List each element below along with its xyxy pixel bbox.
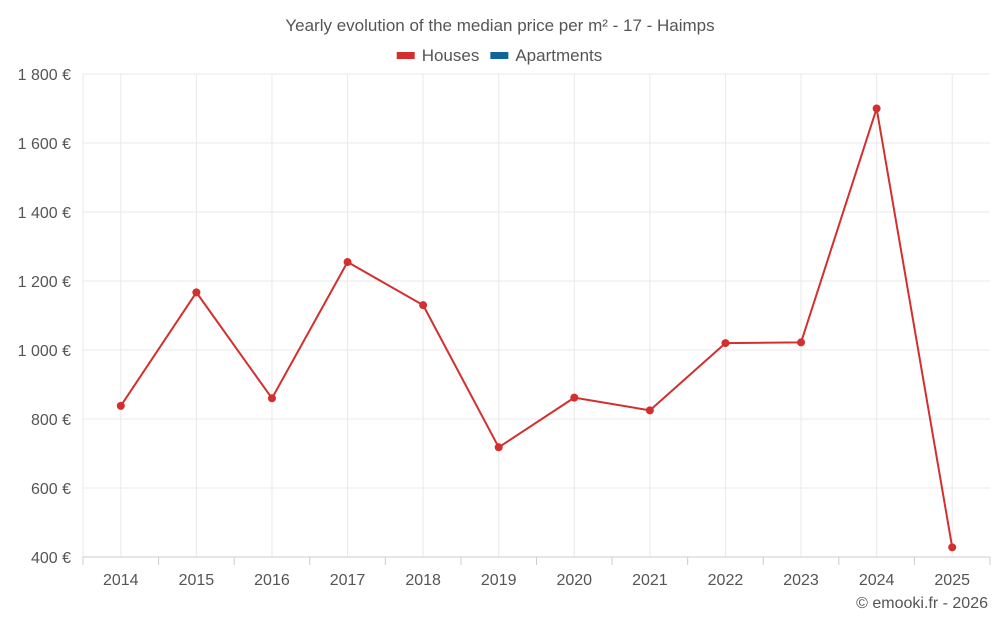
data-point-houses xyxy=(797,338,806,347)
x-tick-label: 2020 xyxy=(556,572,592,589)
x-tick-label: 2022 xyxy=(708,572,744,589)
y-tick-label: 1 000 € xyxy=(18,343,71,360)
y-tick-label: 1 200 € xyxy=(18,274,71,291)
y-tick-label: 400 € xyxy=(31,550,71,567)
data-point-houses xyxy=(267,394,276,403)
legend-swatch-apartments xyxy=(490,52,509,59)
data-point-houses xyxy=(570,393,579,402)
x-axis: 2014 2015 2016 2017 2018 2019 2020 2021 2022 2023… xyxy=(82,556,991,589)
grid xyxy=(82,73,990,558)
x-tick-label: 2015 xyxy=(179,572,215,589)
data-point-houses xyxy=(948,543,957,552)
x-tick-label: 2019 xyxy=(481,572,517,589)
legend: Houses Apartments xyxy=(396,46,602,65)
data-point-houses xyxy=(343,258,352,267)
data-point-houses xyxy=(419,301,428,310)
credit-text: © emooki.fr - 2026 xyxy=(856,595,988,612)
y-tick-label: 800 € xyxy=(31,412,71,429)
data-point-houses xyxy=(872,104,881,113)
x-tick-label: 2023 xyxy=(783,572,819,589)
legend-label: Apartments xyxy=(515,46,602,65)
y-tick-label: 1 400 € xyxy=(18,205,71,222)
x-tick-label: 2016 xyxy=(254,572,290,589)
legend-label: Houses xyxy=(422,46,480,65)
x-tick-label: 2018 xyxy=(405,572,441,589)
data-point-houses xyxy=(192,288,201,297)
data-point-houses xyxy=(494,443,503,452)
y-axis: 400 € 600 € 800 € 1 000 € 1 200 € 1 400 € 1 60… xyxy=(18,67,71,567)
x-tick-label: 2014 xyxy=(103,572,139,589)
legend-swatch-houses xyxy=(396,52,415,59)
series-line-houses xyxy=(119,107,954,548)
x-tick-label: 2025 xyxy=(934,572,970,589)
x-tick-label: 2024 xyxy=(859,572,895,589)
data-point-houses xyxy=(645,406,654,415)
y-tick-label: 1 800 € xyxy=(18,67,71,84)
y-tick-label: 600 € xyxy=(31,481,71,498)
x-tick-label: 2017 xyxy=(330,572,366,589)
y-tick-label: 1 600 € xyxy=(18,136,71,153)
data-point-houses xyxy=(116,401,125,410)
x-tick-label: 2021 xyxy=(632,572,668,589)
data-point-houses xyxy=(721,339,730,348)
chart-title: Yearly evolution of the median price per… xyxy=(285,16,714,35)
series-layer xyxy=(116,104,957,552)
